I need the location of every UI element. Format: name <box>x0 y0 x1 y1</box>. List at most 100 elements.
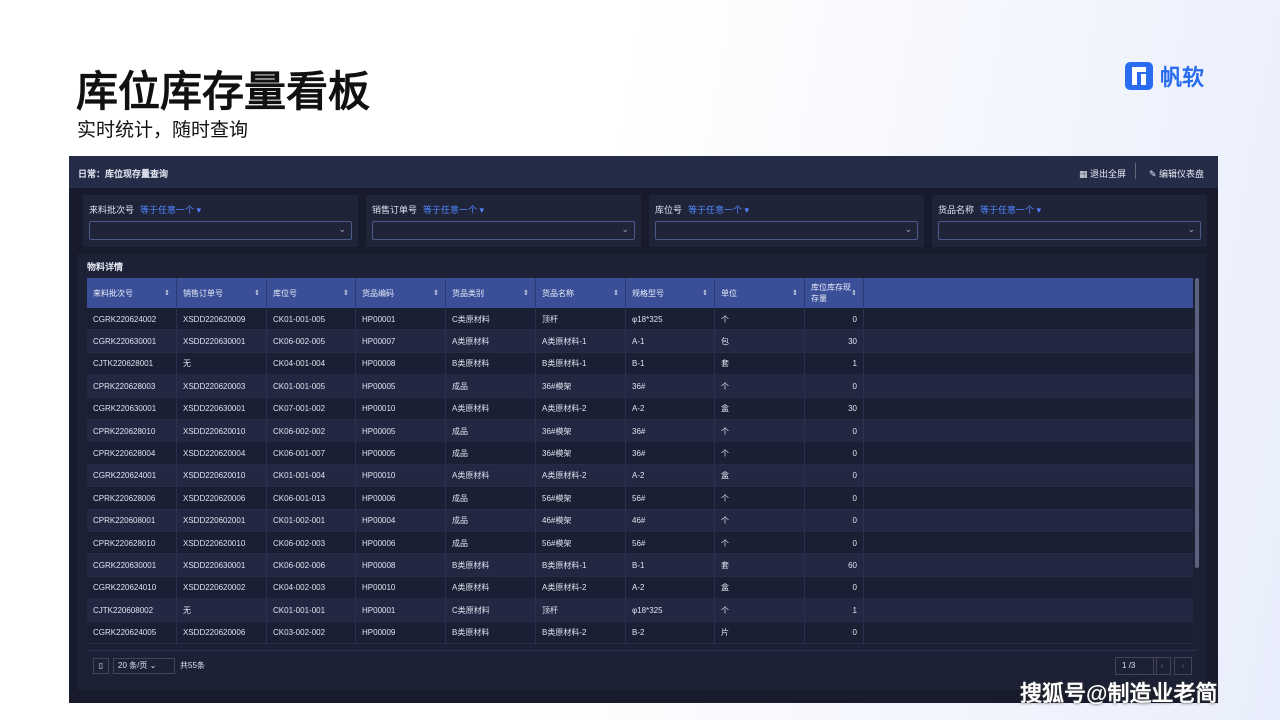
table-cell: CK06-002-005 <box>267 330 356 353</box>
table-cell: 0 <box>805 487 864 510</box>
table-cell: HP00005 <box>356 420 446 443</box>
sort-icon[interactable]: ⇕ <box>343 290 349 297</box>
column-title: 货品名称 <box>542 288 574 298</box>
column-header[interactable]: 销售订单号 ⇕ <box>177 278 267 308</box>
table-row <box>87 352 1193 376</box>
table-cell: A类原材料 <box>446 464 536 488</box>
sort-icon[interactable]: ⇕ <box>523 290 529 297</box>
table-cell: XSDD220620006 <box>177 487 267 510</box>
sort-icon[interactable]: ⇕ <box>851 290 857 297</box>
table-cell: 56#模架 <box>536 532 626 555</box>
table-row <box>87 330 1193 353</box>
toggle[interactable]: ▯ <box>93 658 109 674</box>
table-cell: 36#模架 <box>536 442 626 465</box>
table-cell: 成品 <box>446 532 536 555</box>
table-cell: 成品 <box>446 420 536 443</box>
table-cell: HP00010 <box>356 397 446 420</box>
table-cell: CK07-001-002 <box>267 397 356 420</box>
table-cell: 成品 <box>446 509 536 532</box>
dropdown-arrow: ⌄ <box>338 224 346 234</box>
table-cell: CK04-002-003 <box>267 576 356 600</box>
column-header[interactable]: 货品名称 ⇕ <box>536 278 626 308</box>
filter-card: 来料批次号 等于任意一个 ▾ ⌄ <box>83 195 358 247</box>
dropdown-arrow: ⌄ <box>621 224 629 234</box>
table-cell: 1 <box>805 599 864 622</box>
table-cell: B-1 <box>626 554 715 577</box>
logo-icon <box>1125 62 1153 90</box>
column-header[interactable]: 库位号 ⇕ <box>267 278 356 308</box>
table-cell: A类原材料-2 <box>536 576 626 600</box>
filter-mode[interactable]: 等于任意一个 ▾ <box>688 205 750 215</box>
exit-fullscreen[interactable]: ▦ 退出全屏 <box>1079 169 1127 179</box>
dashboard-panel: 日常：库位现存量查询 ▦ 退出全屏 ✎ 编辑仪表盘 物料详情 来料批次号 ⇕ 销售订… <box>69 156 1218 703</box>
sort-icon[interactable]: ⇕ <box>254 290 260 297</box>
filter-input[interactable]: ⌄ <box>655 221 918 240</box>
page-size-text: 20 条/页 <box>118 661 148 670</box>
table-cell: XSDD220620010 <box>177 464 267 488</box>
total: 共55条 <box>180 661 205 670</box>
sort-icon[interactable]: ⇕ <box>613 290 619 297</box>
table-cell: CJTK220608002 <box>87 599 177 622</box>
filter-input[interactable]: ⌄ <box>938 221 1201 240</box>
filter-mode[interactable]: 等于任意一个 ▾ <box>423 205 485 215</box>
table-cell: B-2 <box>626 621 715 644</box>
column-header[interactable]: 单位 ⇕ <box>715 278 805 308</box>
table-row <box>87 442 1193 465</box>
table-cell: 个 <box>715 487 805 510</box>
pagination: ▯ 20 条/页 ⌄ 共55条 1 /3 ‹ › <box>87 650 1197 679</box>
table-cell: CK01-001-005 <box>267 308 356 331</box>
sort-icon[interactable]: ⇕ <box>164 290 170 297</box>
table-cell: XSDD220620010 <box>177 532 267 555</box>
column-header[interactable]: 来料批次号 ⇕ <box>87 278 177 308</box>
table-cell: 顶杆 <box>536 308 626 331</box>
table-cell: 36# <box>626 442 715 465</box>
table-cell: CPRK220628003 <box>87 375 177 398</box>
column-title: 单位 <box>721 288 737 298</box>
table-cell: A-2 <box>626 576 715 600</box>
table-row <box>87 487 1193 510</box>
panel-title: 日常：库位现存量查询 <box>78 169 169 179</box>
table-row <box>87 509 1193 532</box>
filter-mode[interactable]: 等于任意一个 ▾ <box>980 205 1042 215</box>
filter-label: 货品名称 <box>938 205 975 215</box>
table-cell: 0 <box>805 375 864 398</box>
page-input[interactable]: 1 /3 <box>1115 657 1157 675</box>
edit-dashboard[interactable]: ✎ 编辑仪表盘 <box>1149 169 1205 179</box>
column-header[interactable]: 库位库存现存量 ⇕ <box>805 278 864 308</box>
table-cell: 盒 <box>715 576 805 600</box>
table-cell: 60 <box>805 554 864 577</box>
table-cell: 56# <box>626 532 715 555</box>
column-title: 库位号 <box>273 288 297 298</box>
sort-icon[interactable]: ⇕ <box>792 290 798 297</box>
column-header[interactable]: 规格型号 ⇕ <box>626 278 715 308</box>
button-label: 编辑仪表盘 <box>1159 169 1205 179</box>
filter-input[interactable]: ⌄ <box>372 221 635 240</box>
table-cell: CPRK220628010 <box>87 420 177 443</box>
table-cell: CGRK220630001 <box>87 397 177 420</box>
column-header[interactable]: 货品编码 ⇕ <box>356 278 446 308</box>
page-subtitle: 实时统计，随时查询 <box>77 120 249 141</box>
filter-mode[interactable]: 等于任意一个 ▾ <box>140 205 202 215</box>
page-size[interactable]: 20 条/页 ⌄ <box>113 658 175 674</box>
next-page[interactable]: › <box>1174 657 1192 675</box>
section-title: 物料详情 <box>87 262 124 272</box>
column-header[interactable]: 货品类别 ⇕ <box>446 278 536 308</box>
table-cell: A类原材料-2 <box>536 464 626 488</box>
table-cell: CK01-001-001 <box>267 599 356 622</box>
table-cell: 个 <box>715 375 805 398</box>
sort-icon[interactable]: ⇕ <box>702 290 708 297</box>
table-cell: XSDD220620009 <box>177 308 267 331</box>
table-cell: XSDD220620004 <box>177 442 267 465</box>
table-cell: XSDD220620006 <box>177 621 267 644</box>
table-cell: 盒 <box>715 397 805 420</box>
table-cell: B类原材料-1 <box>536 352 626 376</box>
prev-page[interactable]: ‹ <box>1153 657 1171 675</box>
sort-icon[interactable]: ⇕ <box>433 290 439 297</box>
table-cell: A-2 <box>626 464 715 488</box>
table-cell: 套 <box>715 554 805 577</box>
filter-input[interactable]: ⌄ <box>89 221 352 240</box>
table-cell: C类原材料 <box>446 599 536 622</box>
page-title: 库位库存量看板 <box>76 68 371 115</box>
table-cell: A类原材料 <box>446 330 536 353</box>
